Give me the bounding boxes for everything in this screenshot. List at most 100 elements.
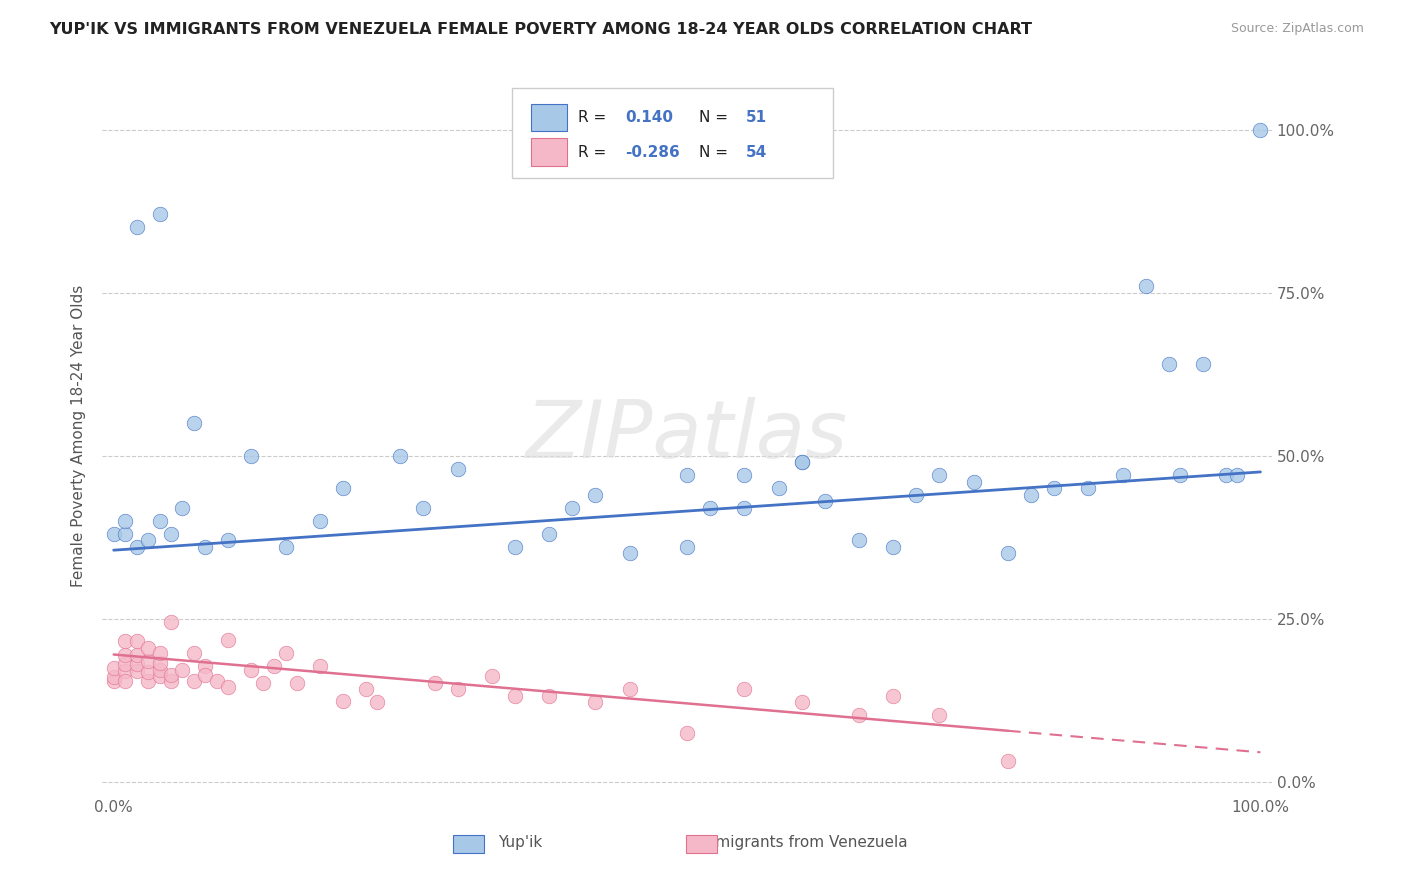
Point [1226, 468, 1249, 483]
Point [412, 500, 434, 515]
Point [103, 527, 125, 541]
Point [125, 540, 148, 554]
Point [217, 680, 239, 694]
Point [148, 663, 170, 677]
Point [205, 673, 228, 688]
Point [332, 481, 354, 495]
Point [194, 540, 217, 554]
Point [963, 475, 986, 489]
Point [538, 689, 561, 703]
Point [447, 461, 470, 475]
Point [217, 632, 239, 647]
Point [733, 500, 755, 515]
Point [619, 681, 641, 696]
Point [125, 657, 148, 672]
Text: R =: R = [578, 145, 606, 160]
Point [619, 546, 641, 560]
Point [538, 527, 561, 541]
Point [928, 708, 950, 723]
Point [217, 533, 239, 548]
Point [366, 695, 388, 709]
Point [699, 500, 721, 515]
Point [194, 658, 217, 673]
Point [274, 540, 297, 554]
Text: N =: N = [699, 110, 728, 125]
Bar [531, 104, 567, 131]
Text: -0.286: -0.286 [626, 145, 681, 160]
Point [114, 648, 136, 662]
Point [285, 675, 308, 690]
Point [733, 681, 755, 696]
Point [1215, 468, 1237, 483]
Point [240, 663, 263, 677]
Point [136, 533, 159, 548]
FancyBboxPatch shape [512, 88, 834, 178]
Text: Immigrants from Venezuela: Immigrants from Venezuela [696, 836, 907, 850]
Point [160, 668, 183, 682]
Text: 51: 51 [745, 110, 766, 125]
Point [676, 725, 699, 739]
Point [676, 540, 699, 554]
Point [309, 514, 332, 528]
Point [503, 540, 526, 554]
Point [997, 754, 1019, 768]
Point [263, 658, 285, 673]
Point [1019, 488, 1042, 502]
Point [114, 664, 136, 678]
Text: Source: ZipAtlas.com: Source: ZipAtlas.com [1230, 22, 1364, 36]
Point [148, 669, 170, 683]
Point [882, 540, 904, 554]
Point [882, 689, 904, 703]
Point [136, 640, 159, 655]
Point [1112, 468, 1135, 483]
Point [768, 481, 790, 495]
Text: Yup'ik: Yup'ik [498, 836, 543, 850]
Point [1168, 468, 1191, 483]
Point [148, 207, 170, 221]
Point [148, 514, 170, 528]
Point [252, 675, 274, 690]
Point [814, 494, 837, 508]
Point [1249, 122, 1271, 136]
Text: N =: N = [699, 145, 728, 160]
Point [114, 673, 136, 688]
Point [125, 648, 148, 662]
Point [274, 646, 297, 660]
Point [1077, 481, 1099, 495]
Point [114, 527, 136, 541]
Point [481, 669, 503, 683]
Point [1192, 357, 1215, 371]
Point [136, 654, 159, 668]
Point [790, 455, 813, 469]
Point [733, 468, 755, 483]
Point [503, 689, 526, 703]
Point [183, 416, 205, 430]
Point [136, 673, 159, 688]
Point [172, 500, 194, 515]
Point [183, 646, 205, 660]
Text: R =: R = [578, 110, 606, 125]
Point [1135, 279, 1157, 293]
Point [447, 681, 470, 696]
Point [309, 658, 332, 673]
Point [183, 673, 205, 688]
Point [114, 514, 136, 528]
Point [194, 668, 217, 682]
Text: 54: 54 [745, 145, 766, 160]
Bar [531, 138, 567, 166]
Point [125, 634, 148, 648]
Point [905, 488, 928, 502]
Point [997, 546, 1019, 560]
Point [928, 468, 950, 483]
Point [103, 660, 125, 674]
Point [389, 449, 412, 463]
Point [423, 675, 446, 690]
Point [1157, 357, 1180, 371]
Point [240, 449, 263, 463]
Point [125, 220, 148, 235]
Point [160, 527, 183, 541]
Y-axis label: Female Poverty Among 18-24 Year Olds: Female Poverty Among 18-24 Year Olds [72, 285, 86, 587]
Point [103, 670, 125, 684]
Text: YUP'IK VS IMMIGRANTS FROM VENEZUELA FEMALE POVERTY AMONG 18-24 YEAR OLDS CORRELA: YUP'IK VS IMMIGRANTS FROM VENEZUELA FEMA… [49, 22, 1032, 37]
Point [103, 673, 125, 688]
